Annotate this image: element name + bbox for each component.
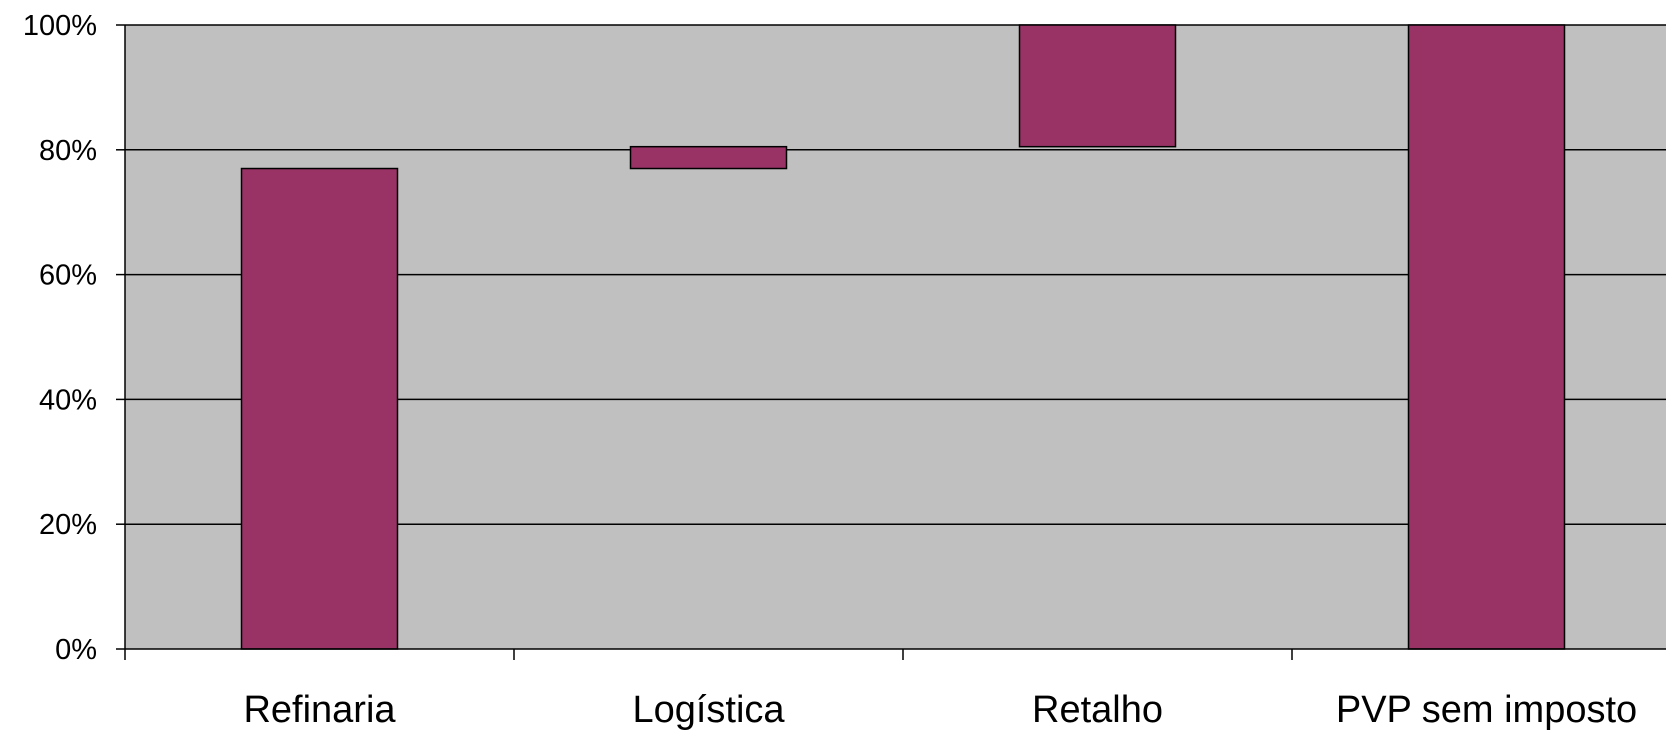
- x-tick-label: Logística: [632, 689, 785, 731]
- y-tick-label: 80%: [39, 135, 97, 167]
- y-tick-label: 40%: [39, 384, 97, 416]
- x-tick-label: Refinaria: [243, 689, 396, 731]
- y-tick-label: 60%: [39, 260, 97, 292]
- bar-refinaria: [240, 167, 399, 650]
- bars: [240, 24, 1566, 650]
- y-axis-ticks: 0% 20% 40% 60% 80% 100%: [23, 10, 125, 666]
- bar-retalho: [1018, 24, 1177, 148]
- axes: [124, 25, 1666, 650]
- x-axis-ticks: Refinaria Logística Retalho PVP sem imposto: [124, 649, 1637, 731]
- y-tick-label: 0%: [55, 634, 97, 666]
- bar-pvp-sem-imposto: [1407, 24, 1566, 650]
- x-tick-label: Retalho: [1032, 689, 1163, 731]
- x-tick-label: PVP sem imposto: [1336, 689, 1637, 731]
- y-tick-label: 100%: [23, 10, 97, 42]
- y-tick-label: 20%: [39, 509, 97, 541]
- bar-logística: [629, 145, 788, 170]
